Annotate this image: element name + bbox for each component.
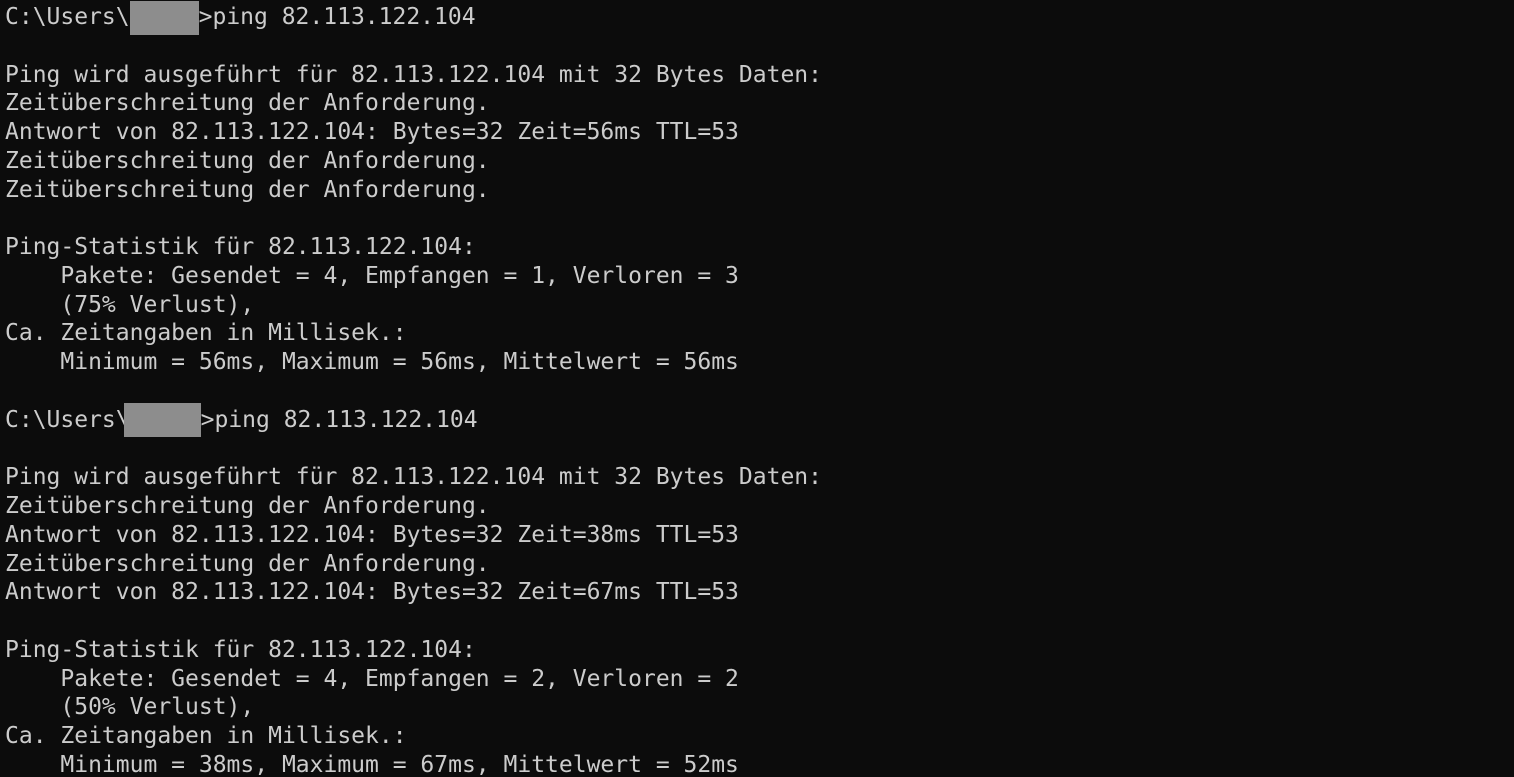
terminal-output-line: Antwort von 82.113.122.104: Bytes=32 Zei…	[5, 119, 739, 146]
terminal-output-line: Pakete: Gesendet = 4, Empfangen = 1, Ver…	[5, 262, 739, 289]
terminal-blank-line	[5, 32, 1514, 61]
terminal-output-line: Ping-Statistik für 82.113.122.104:	[5, 234, 476, 261]
terminal-output-line: Zeitüberschreitung der Anforderung.	[5, 550, 490, 577]
prompt-path: C:\Users\	[5, 406, 130, 433]
terminal-output-line: Minimum = 38ms, Maximum = 67ms, Mittelwe…	[5, 751, 739, 777]
terminal-output-line: Ca. Zeitangaben in Millisek.:	[5, 723, 407, 750]
terminal-blank-line	[5, 377, 1514, 406]
terminal-output-line: Zeitüberschreitung der Anforderung.	[5, 90, 490, 117]
terminal-output-line: Antwort von 82.113.122.104: Bytes=32 Zei…	[5, 521, 739, 548]
terminal-output-line: (75% Verlust),	[5, 291, 255, 318]
prompt-command: >ping 82.113.122.104	[200, 406, 478, 433]
terminal-prompt-line-1: C:\Users\ >ping 82.113.122.104	[5, 0, 1514, 35]
terminal-output-line: Ca. Zeitangaben in Millisek.:	[5, 320, 407, 347]
terminal-output-line: Minimum = 56ms, Maximum = 56ms, Mittelwe…	[5, 349, 739, 376]
terminal-output-line: Zeitüberschreitung der Anforderung.	[5, 176, 490, 203]
prompt-command: >ping 82.113.122.104	[198, 4, 476, 30]
terminal-blank-line	[5, 204, 1514, 233]
terminal-output-line: Antwort von 82.113.122.104: Bytes=32 Zei…	[5, 579, 739, 606]
terminal-output-line: Ping-Statistik für 82.113.122.104:	[5, 636, 476, 663]
terminal-output-line: Ping wird ausgeführt für 82.113.122.104 …	[5, 464, 822, 491]
terminal-prompt-line-2: C:\Users\ >ping 82.113.122.104	[5, 403, 1514, 438]
terminal-output-line: Zeitüberschreitung der Anforderung.	[5, 147, 490, 174]
redacted-username-box	[123, 403, 201, 438]
redacted-username-box	[129, 0, 199, 35]
terminal-output-line: Ping wird ausgeführt für 82.113.122.104 …	[5, 61, 822, 88]
terminal-blank-line	[5, 607, 1514, 636]
terminal-output-line: Zeitüberschreitung der Anforderung.	[5, 493, 490, 520]
terminal-output-line: Pakete: Gesendet = 4, Empfangen = 2, Ver…	[5, 665, 739, 692]
terminal-blank-line	[5, 434, 1514, 463]
prompt-path: C:\Users\	[5, 4, 130, 30]
terminal-output-line: (50% Verlust),	[5, 694, 255, 721]
